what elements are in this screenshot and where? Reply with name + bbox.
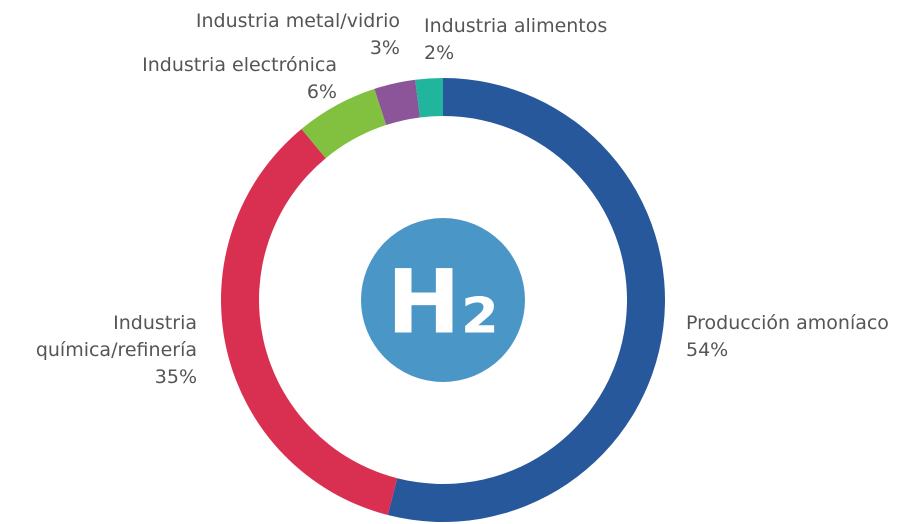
value-label: 3% [369,37,400,59]
donut-segment [387,78,665,522]
category-label: Industria metal/vidrio [195,10,400,32]
slice-label: Industria alimentos 2% [424,13,607,67]
donut-segment [415,78,443,118]
category-label: Industria electrónica [142,54,337,76]
category-label: Industria química/refinería [35,312,197,361]
slice-label: Industria metal/vidrio 3% [196,8,400,62]
value-label: 35% [154,366,197,388]
category-label: Industria alimentos [424,15,608,37]
value-label: 6% [306,81,337,103]
center-circle [361,218,525,382]
value-label: 54% [686,339,729,361]
slice-label: Industria electrónica 6% [142,52,337,106]
donut-segment [301,88,387,159]
slice-label: Producción amoníaco 54% [686,310,889,364]
donut-segment [374,79,420,126]
category-label: Producción amoníaco [686,312,889,334]
center-label: H₂ [387,251,499,354]
donut-segment [221,128,398,516]
value-label: 2% [424,42,455,64]
slice-label: Industria química/refinería 35% [0,310,197,391]
